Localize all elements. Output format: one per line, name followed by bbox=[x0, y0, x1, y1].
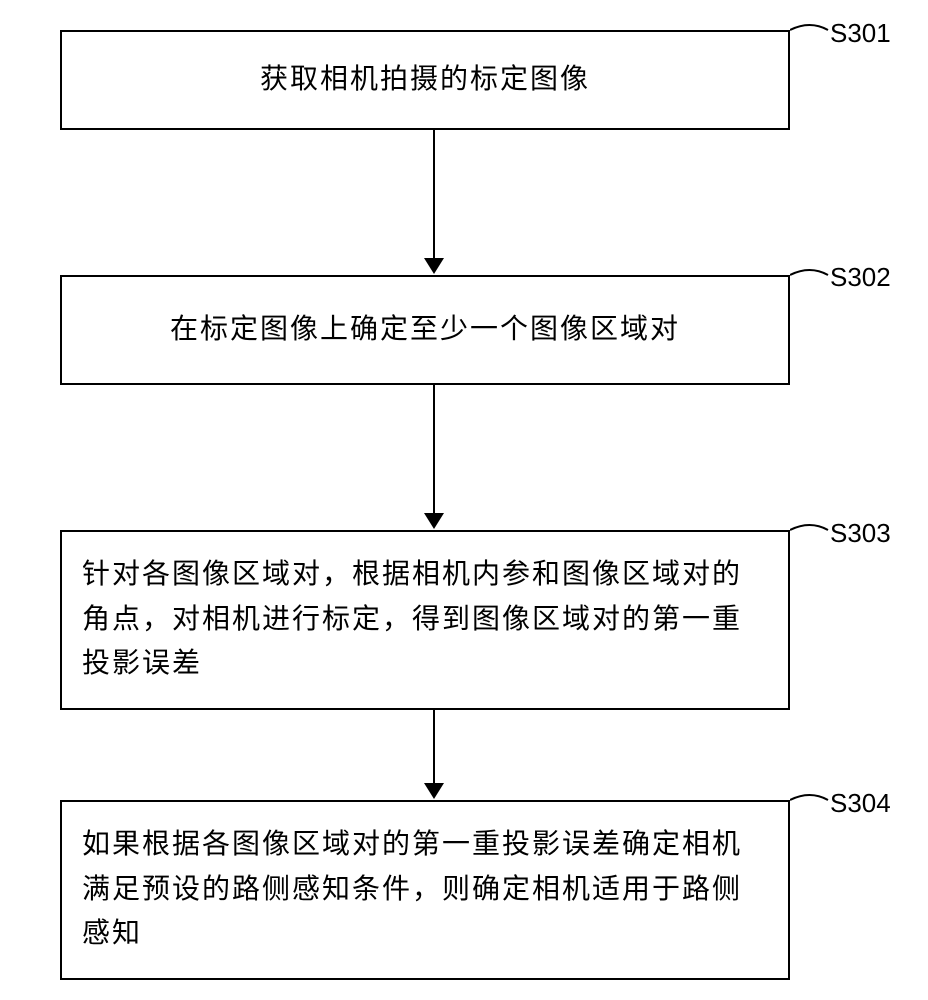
connector-s301-s302 bbox=[424, 130, 444, 274]
arrow-head-icon bbox=[424, 513, 444, 529]
label-connector-s302 bbox=[790, 265, 830, 295]
label-connector-s301 bbox=[790, 20, 830, 50]
flowchart-node-s303: 针对各图像区域对，根据相机内参和图像区域对的角点，对相机进行标定，得到图像区域对… bbox=[60, 530, 790, 710]
flowchart-container: 获取相机拍摄的标定图像 S301 在标定图像上确定至少一个图像区域对 S302 … bbox=[0, 0, 928, 1000]
label-connector-s304 bbox=[790, 790, 830, 820]
node-text-s302: 在标定图像上确定至少一个图像区域对 bbox=[170, 308, 680, 353]
label-connector-s303 bbox=[790, 520, 830, 550]
connector-s302-s303 bbox=[424, 385, 444, 529]
arrow-head-icon bbox=[424, 783, 444, 799]
arrow-head-icon bbox=[424, 258, 444, 274]
flowchart-node-s302: 在标定图像上确定至少一个图像区域对 bbox=[60, 275, 790, 385]
node-text-s301: 获取相机拍摄的标定图像 bbox=[260, 58, 590, 103]
node-label-s302: S302 bbox=[830, 262, 891, 293]
node-label-s303: S303 bbox=[830, 518, 891, 549]
flowchart-node-s301: 获取相机拍摄的标定图像 bbox=[60, 30, 790, 130]
connector-s303-s304 bbox=[424, 710, 444, 799]
flowchart-node-s304: 如果根据各图像区域对的第一重投影误差确定相机满足预设的路侧感知条件，则确定相机适… bbox=[60, 800, 790, 980]
node-label-s301: S301 bbox=[830, 18, 891, 49]
node-text-s303: 针对各图像区域对，根据相机内参和图像区域对的角点，对相机进行标定，得到图像区域对… bbox=[82, 553, 768, 687]
node-text-s304: 如果根据各图像区域对的第一重投影误差确定相机满足预设的路侧感知条件，则确定相机适… bbox=[82, 823, 768, 957]
node-label-s304: S304 bbox=[830, 788, 891, 819]
